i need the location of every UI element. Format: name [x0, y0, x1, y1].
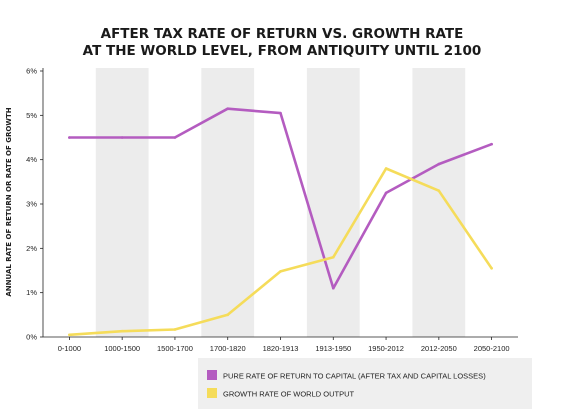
chart-title-line-2: AT THE WORLD LEVEL, FROM ANTIQUITY UNTIL…: [83, 43, 482, 59]
data-point-return-to-capital: [279, 111, 282, 115]
x-tick-label: 1950-2012: [368, 344, 404, 353]
data-point-return-to-capital: [120, 136, 124, 139]
x-tick-label: 1820-1913: [263, 344, 299, 353]
data-point-return-to-capital: [331, 286, 335, 290]
shaded-bands: [95, 68, 466, 337]
shaded-band: [201, 68, 255, 337]
legend-box: [198, 358, 532, 409]
x-tick-label: 2012-2050: [421, 344, 457, 353]
x-ticks: 0-1000 1000-1500 1500-1700 1700-1820 1820-19…: [58, 337, 510, 353]
chart-title-line-1: AFTER TAX RATE OF RETURN VS. GROWTH RATE: [101, 26, 464, 42]
data-point-world-output-growth: [173, 328, 177, 331]
y-tick-label: 0%: [26, 333, 37, 342]
x-tick-label: 0-1000: [58, 344, 81, 353]
y-tick-label: 1%: [26, 288, 37, 297]
x-tick-label: 1000-1500: [104, 344, 140, 353]
y-ticks: 0% 1% 2% 3% 4% 5% 6%: [26, 67, 43, 342]
y-tick-label: 4%: [26, 155, 37, 164]
y-tick-label: 5%: [26, 111, 37, 120]
legend-swatch-return: [207, 370, 217, 380]
y-tick-label: 3%: [26, 200, 37, 209]
x-tick-label: 1913-1950: [315, 344, 351, 353]
data-point-world-output-growth: [384, 167, 388, 170]
data-point-world-output-growth: [490, 266, 493, 270]
data-point-world-output-growth: [226, 313, 230, 317]
y-tick-label: 6%: [26, 67, 37, 76]
data-point-return-to-capital: [490, 142, 493, 146]
data-point-return-to-capital: [384, 191, 388, 195]
shaded-band: [412, 68, 466, 337]
legend-swatch-growth: [207, 388, 217, 398]
x-tick-label: 1700-1820: [210, 344, 246, 353]
x-tick-label: 2050-2100: [474, 344, 510, 353]
data-point-return-to-capital: [173, 136, 177, 139]
y-axis-label: ANNUAL RATE OF RETURN OR RATE OF GROWTH: [5, 107, 13, 296]
data-point-return-to-capital: [437, 162, 441, 166]
y-tick-label: 2%: [26, 244, 37, 253]
data-point-world-output-growth: [437, 189, 441, 192]
legend: PURE RATE OF RETURN TO CAPITAL (AFTER TA…: [198, 358, 532, 409]
x-tick-label: 1500-1700: [157, 344, 193, 353]
data-point-return-to-capital: [68, 136, 71, 139]
series-lines: [68, 107, 493, 337]
shaded-band: [306, 68, 360, 337]
legend-label-return: PURE RATE OF RETURN TO CAPITAL (AFTER TA…: [223, 372, 486, 381]
data-point-world-output-growth: [331, 255, 335, 259]
data-point-world-output-growth: [279, 270, 282, 273]
legend-label-growth: GROWTH RATE OF WORLD OUTPUT: [223, 390, 355, 399]
data-point-world-output-growth: [120, 329, 124, 333]
data-point-return-to-capital: [226, 107, 230, 110]
shaded-band: [95, 68, 149, 337]
data-point-world-output-growth: [68, 333, 71, 337]
